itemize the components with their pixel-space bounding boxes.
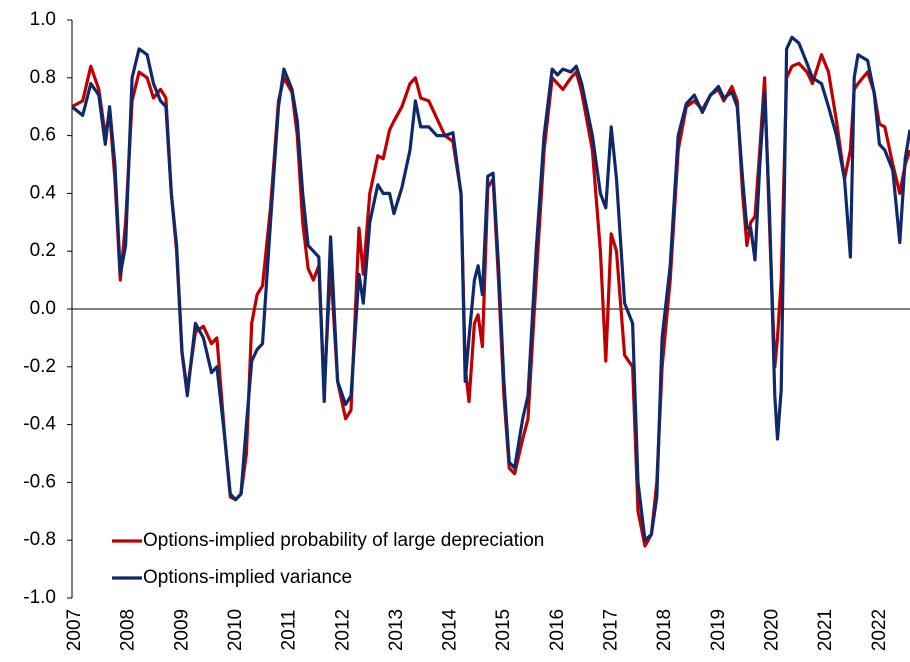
y-tick-label: 0.0 xyxy=(30,298,56,319)
x-tick-label: 2008 xyxy=(118,609,139,651)
x-tick-label: 2013 xyxy=(386,609,407,651)
x-tick-label: 2015 xyxy=(493,609,514,651)
legend-label: Options-implied variance xyxy=(143,567,352,588)
x-tick-label: 2009 xyxy=(171,609,192,651)
y-tick-label: 0.6 xyxy=(30,125,56,146)
x-tick-label: 2017 xyxy=(601,609,622,651)
x-tick-label: 2012 xyxy=(332,609,353,651)
x-tick-label: 2014 xyxy=(440,608,461,651)
y-tick-label: -0.8 xyxy=(23,529,56,550)
y-tick-label: 0.8 xyxy=(30,67,56,88)
y-tick-label: -0.6 xyxy=(23,471,56,492)
y-tick-label: 1.0 xyxy=(30,9,56,30)
x-tick-label: 2007 xyxy=(64,609,85,651)
x-tick-label: 2011 xyxy=(279,610,300,651)
x-tick-label: 2016 xyxy=(547,609,568,651)
x-tick-label: 2010 xyxy=(225,609,246,651)
line-series xyxy=(70,35,910,542)
y-tick-label: -0.2 xyxy=(23,356,56,377)
x-tick-label: 2022 xyxy=(869,609,890,651)
y-tick-label: 0.2 xyxy=(30,240,56,261)
legend-label: Options-implied probability of large dep… xyxy=(143,530,544,551)
x-tick-label: 2018 xyxy=(654,609,675,651)
x-tick-label: 2020 xyxy=(761,609,782,651)
x-tick-label: 2021 xyxy=(815,609,836,651)
y-tick-label: -1.0 xyxy=(23,587,56,608)
y-tick-label: 0.4 xyxy=(30,182,57,203)
y-tick-label: -0.4 xyxy=(23,414,56,435)
x-tick-label: 2019 xyxy=(708,609,729,651)
